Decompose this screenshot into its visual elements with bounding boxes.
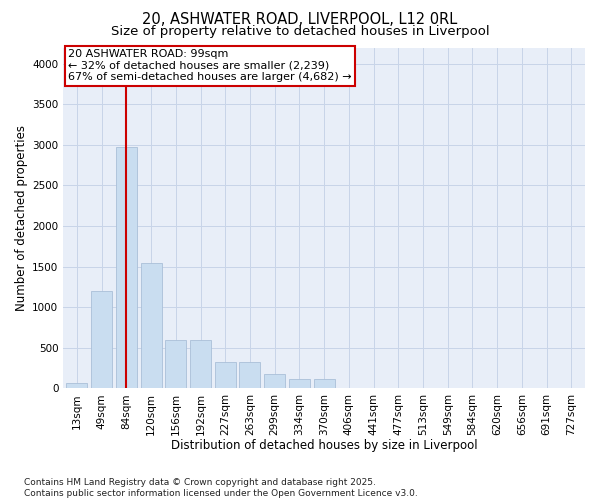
Text: 20 ASHWATER ROAD: 99sqm
← 32% of detached houses are smaller (2,239)
67% of semi: 20 ASHWATER ROAD: 99sqm ← 32% of detache… [68, 49, 352, 82]
X-axis label: Distribution of detached houses by size in Liverpool: Distribution of detached houses by size … [171, 440, 478, 452]
Bar [140, 264, 161, 388]
Text: Size of property relative to detached houses in Liverpool: Size of property relative to detached ho… [110, 25, 490, 38]
Bar [67, 384, 88, 388]
Bar [215, 362, 236, 388]
Text: 20, ASHWATER ROAD, LIVERPOOL, L12 0RL: 20, ASHWATER ROAD, LIVERPOOL, L12 0RL [142, 12, 458, 28]
Y-axis label: Number of detached properties: Number of detached properties [15, 125, 28, 311]
Bar [190, 340, 211, 388]
Text: Contains HM Land Registry data © Crown copyright and database right 2025.
Contai: Contains HM Land Registry data © Crown c… [24, 478, 418, 498]
Bar [165, 340, 186, 388]
Bar [116, 146, 137, 388]
Bar [239, 362, 260, 388]
Bar [264, 374, 285, 388]
Bar [314, 380, 335, 388]
Bar [91, 291, 112, 388]
Bar [289, 380, 310, 388]
